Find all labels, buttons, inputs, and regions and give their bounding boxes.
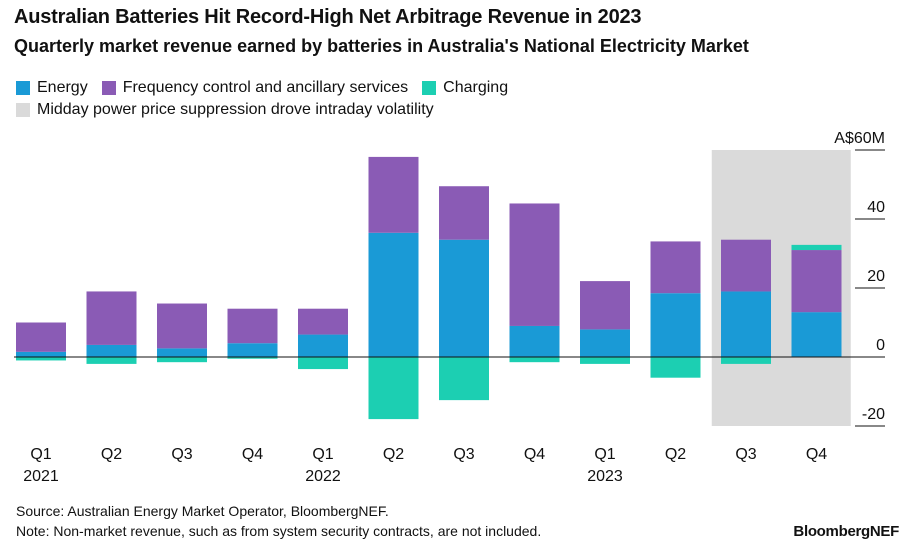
y-tick-label-0: -20 [862,406,885,423]
legend-label-energy: Energy [37,79,88,96]
bar-energy-4 [298,334,348,357]
legend-swatch-fcas [101,81,116,95]
bar-energy-6 [439,239,489,357]
bar-fcas-8 [580,281,630,330]
x-tick-label-1: Q2 [101,446,122,463]
bar-energy-9 [650,293,701,357]
bar-fcas-9 [650,241,701,294]
bar-energy-1 [86,344,137,357]
bar-fcas-4 [298,308,348,335]
legend-swatch-energy [16,81,30,95]
x-tick-label-5: Q2 [383,446,404,463]
bar-charging-10 [721,357,771,364]
legend-label-fcas: Frequency control and ancillary services [122,79,409,96]
y-tick-label-2: 20 [867,268,885,285]
bar-energy-8 [580,329,630,357]
legend-swatch-charging [422,81,437,95]
source-text: Source: Australian Energy Market Operato… [16,503,389,519]
legend-row-series: Energy Frequency control and ancillary s… [16,77,522,99]
bar-charging-2 [157,357,207,363]
x-tick-label-10: Q3 [735,446,756,463]
x-tick-label-7: Q4 [524,446,545,463]
legend-item-fcas: Frequency control and ancillary services [101,77,409,99]
bar-energy-7 [509,325,560,357]
legend-label-shade: Midday power price suppression drove int… [37,101,434,118]
bar-fcas-3 [227,308,278,344]
x-tick-label-8: Q1 [594,446,615,463]
bar-fcas-2 [157,303,207,349]
bar-charging-0 [16,357,66,361]
bar-energy-0 [16,351,66,357]
legend-item-energy: Energy [16,77,88,99]
bar-fcas-7 [509,203,560,326]
legend: Energy Frequency control and ancillary s… [16,77,522,121]
y-tick-label-3: 40 [867,199,885,216]
x-tick-label-3: Q4 [242,446,263,463]
year-label-0: 2021 [23,468,59,485]
brand-logo: BloombergNEF [793,523,899,540]
bar-fcas-1 [86,291,137,345]
bar-energy-11 [791,312,842,357]
bar-layer [16,156,842,420]
legend-item-shade: Midday power price suppression drove int… [16,99,434,121]
bar-fcas-10 [721,239,771,292]
chart-subtitle: Quarterly market revenue earned by batte… [14,36,749,56]
label-layer: -20 0 20 40 A$60M Q1 Q2 Q3 Q4 Q1 Q2 Q3 Q4 Q1 Q2 Q3 Q4 202… [23,130,885,485]
chart-title: Australian Batteries Hit Record-High Net… [14,6,642,28]
x-tick-label-9: Q2 [665,446,686,463]
note-text: Note: Non-market revenue, such as from s… [16,523,542,539]
x-tick-label-0: Q1 [30,446,51,463]
legend-label-charging: Charging [443,79,509,96]
bar-energy-2 [157,348,207,357]
bar-energy-10 [721,291,771,357]
bar-fcas-6 [439,186,489,240]
bar-fcas-0 [16,322,66,352]
bar-charging-4 [298,357,348,370]
bar-charging-1 [86,357,137,364]
bar-charging-6 [439,357,489,401]
bar-charging-7 [509,357,560,363]
legend-item-charging: Charging [422,77,508,99]
legend-row-shade: Midday power price suppression drove int… [16,99,522,121]
bar-charging-11 [791,244,842,251]
bar-fcas-11 [791,250,842,313]
bar-charging-3 [227,357,278,359]
bar-charging-5 [368,357,419,420]
bar-energy-5 [368,232,419,357]
year-label-2: 2023 [587,468,623,485]
legend-swatch-shade [16,103,30,117]
bar-fcas-5 [368,156,419,233]
y-tick-label-1: 0 [876,337,885,354]
bar-charging-9 [650,357,701,378]
bar-charging-8 [580,357,630,364]
source-notes: Source: Australian Energy Market Operato… [16,501,541,541]
axis-layer [14,149,885,427]
x-tick-label-6: Q3 [453,446,474,463]
x-tick-label-4: Q1 [312,446,333,463]
y-tick-label-4: A$60M [834,130,885,147]
bar-energy-3 [227,343,278,357]
x-tick-label-2: Q3 [171,446,192,463]
year-label-1: 2022 [305,468,341,485]
x-tick-label-11: Q4 [806,446,827,463]
